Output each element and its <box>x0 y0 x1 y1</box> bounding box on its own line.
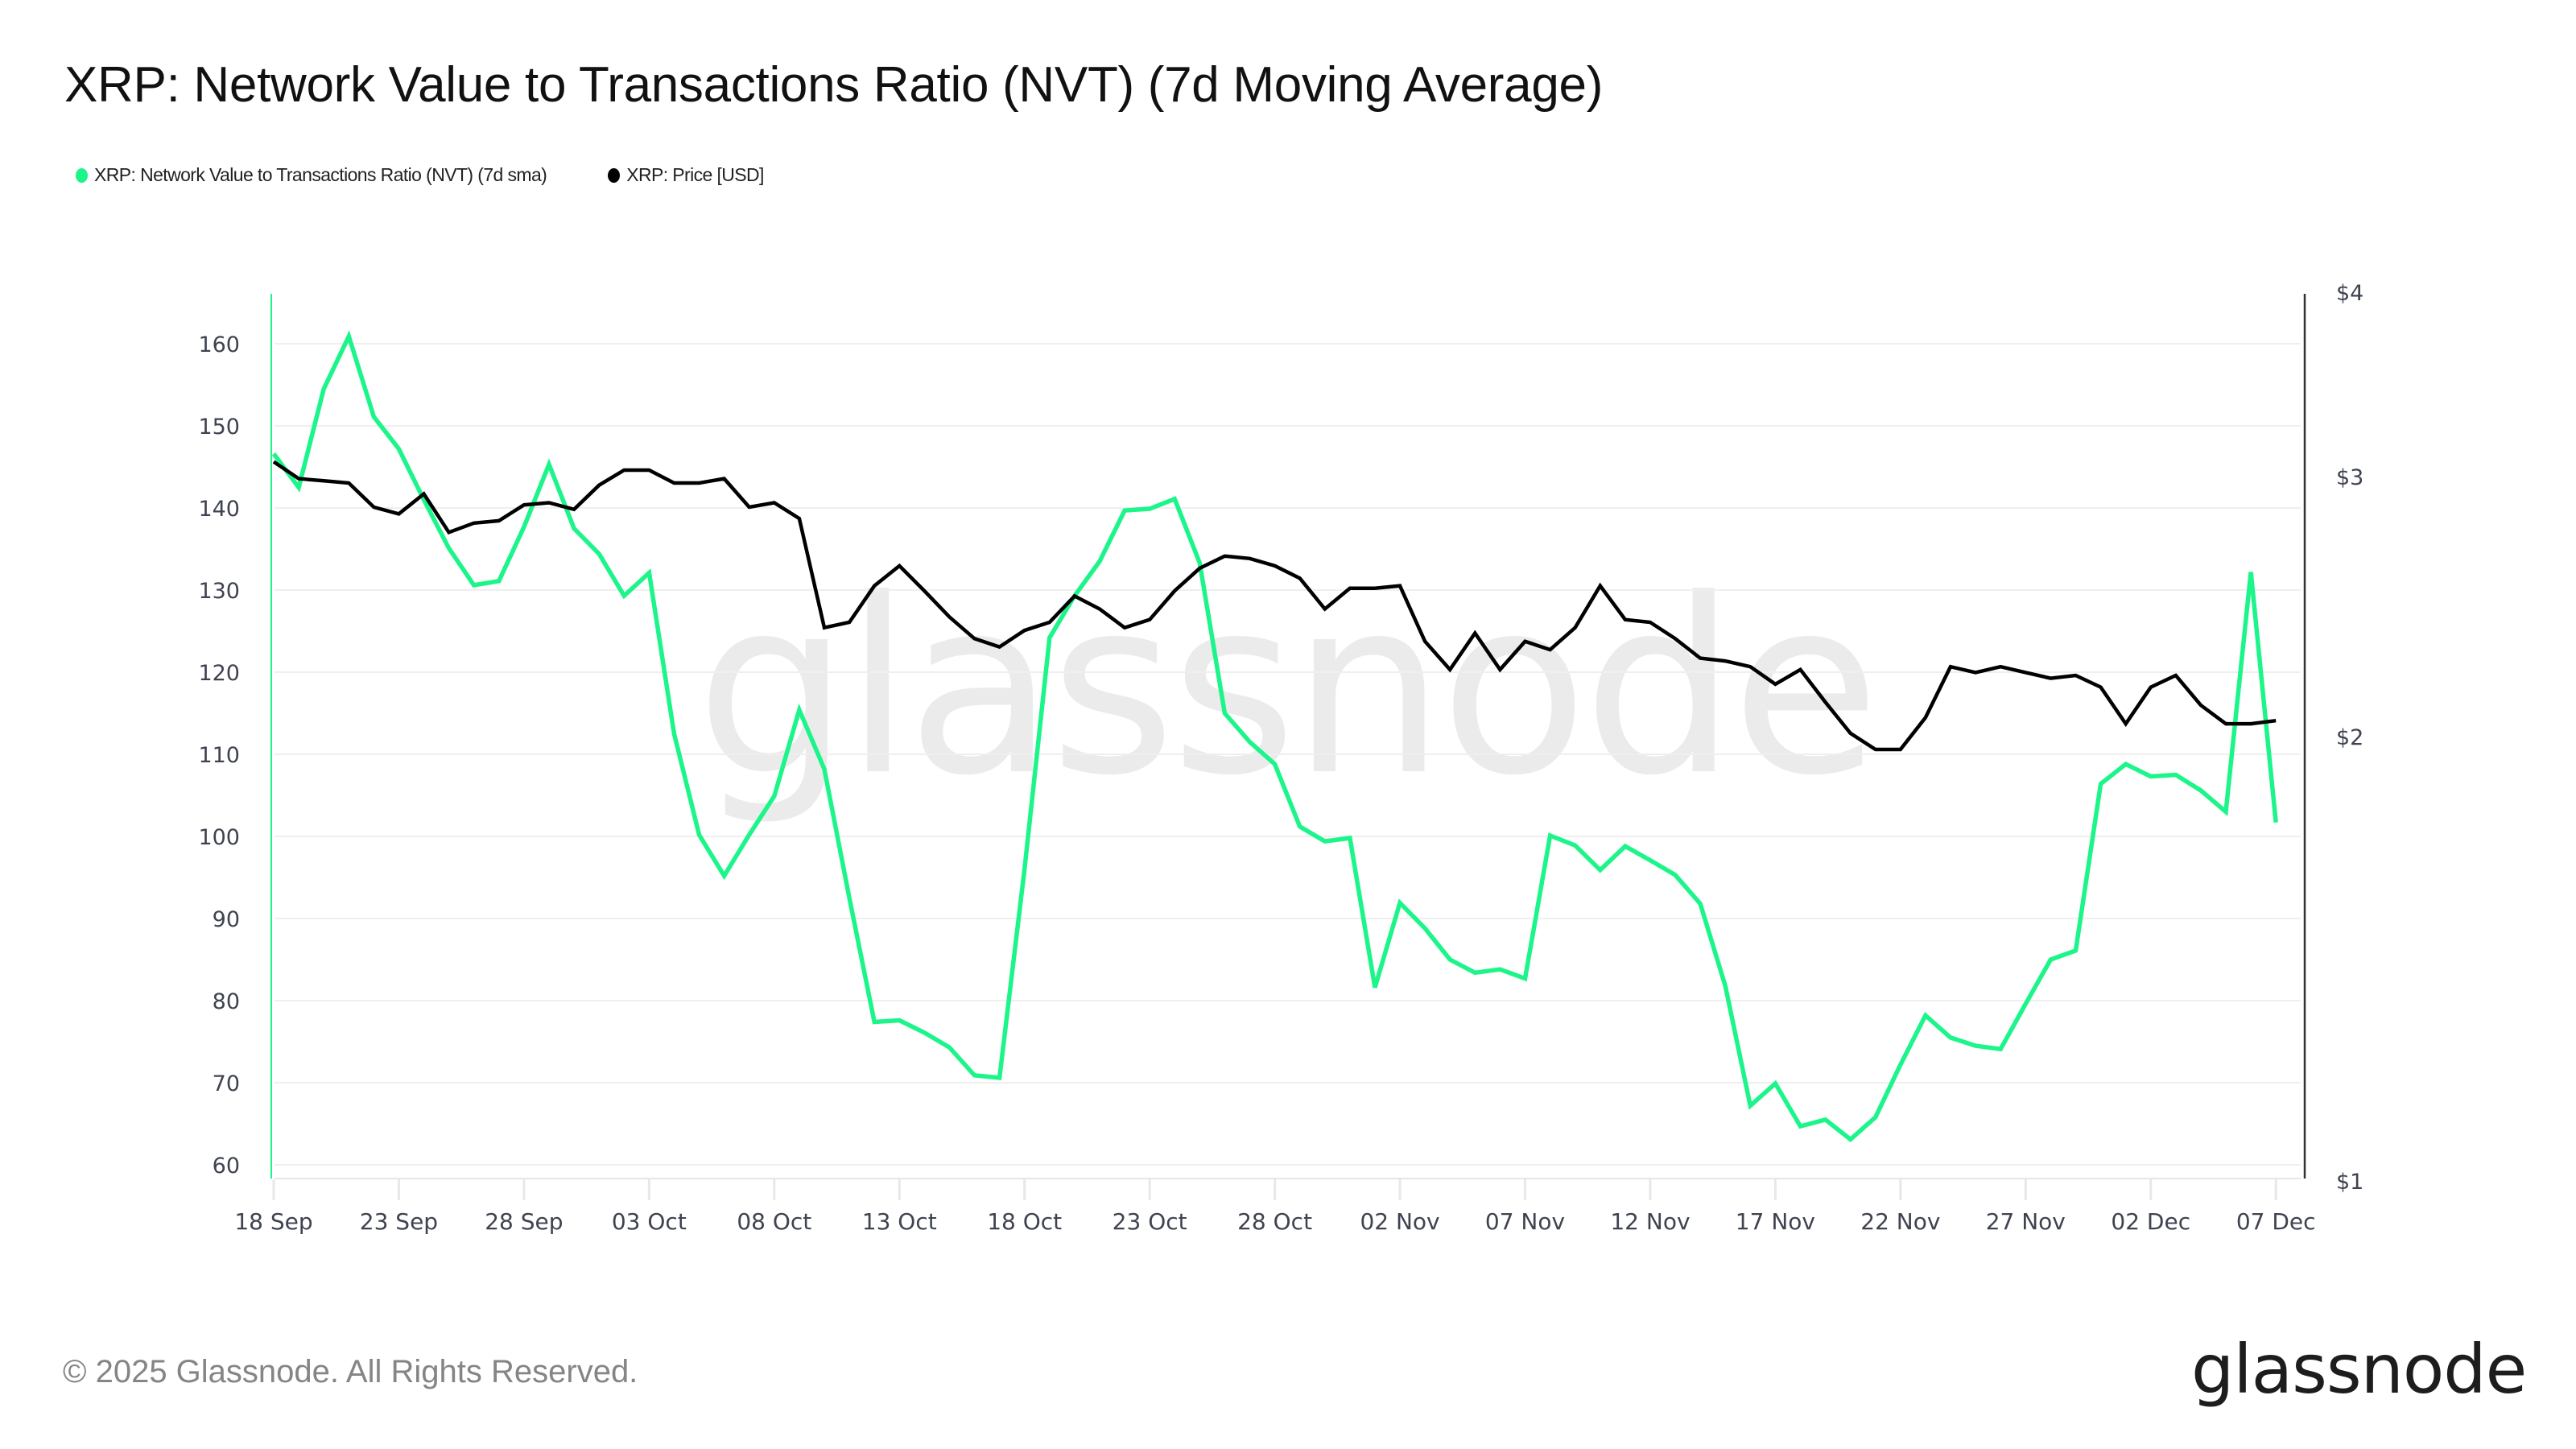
y-tick-label: 160 <box>198 332 240 357</box>
grid-lines <box>275 343 2301 1166</box>
y-axis-left: 60 70 80 90 100 110 120 130 140 150 160 <box>198 332 240 1179</box>
legend-item-price[interactable]: XRP: Price [USD] <box>608 164 764 186</box>
chart-title: XRP: Network Value to Transactions Ratio… <box>64 57 1604 113</box>
svg-text:glassnode: glassnode <box>696 547 1876 828</box>
x-tick-label: 08 Oct <box>737 1208 811 1235</box>
y-tick-label: 130 <box>198 579 240 604</box>
x-tick-label: 12 Nov <box>1610 1208 1690 1235</box>
x-tick-label: 23 Oct <box>1113 1208 1187 1235</box>
y2-tick-label: $3 <box>2336 465 2363 490</box>
y-tick-label: 140 <box>198 497 240 522</box>
x-tick-label: 23 Sep <box>360 1208 438 1235</box>
x-tick-label: 13 Oct <box>862 1208 937 1235</box>
y-tick-label: 110 <box>198 743 240 768</box>
x-tick-label: 28 Sep <box>485 1208 563 1235</box>
copyright-text: © 2025 Glassnode. All Rights Reserved. <box>63 1354 638 1389</box>
legend-label-price: XRP: Price [USD] <box>626 164 764 185</box>
x-tick-label: 03 Oct <box>612 1208 687 1235</box>
y-tick-label: 70 <box>213 1071 240 1096</box>
x-tick-label: 27 Nov <box>1986 1208 2066 1235</box>
legend: XRP: Network Value to Transactions Ratio… <box>76 164 825 186</box>
x-tick-label: 02 Nov <box>1360 1208 1439 1235</box>
x-axis: 18 Sep 23 Sep 28 Sep 03 Oct 08 Oct 13 Oct 18 O… <box>234 1179 2316 1235</box>
x-tick-label: 18 Oct <box>987 1208 1062 1235</box>
legend-label-nvt: XRP: Network Value to Transactions Ratio… <box>94 164 547 185</box>
y2-tick-label: $1 <box>2336 1170 2363 1195</box>
x-tick-label: 07 Dec <box>2236 1208 2316 1235</box>
legend-dot-price-icon <box>608 167 621 183</box>
y-tick-label: 90 <box>213 907 240 932</box>
y-axis-right: $1 $2 $3 $4 <box>2336 281 2363 1195</box>
x-tick-label: 18 Sep <box>234 1208 312 1235</box>
y-tick-label: 60 <box>213 1154 240 1179</box>
x-tick-label: 22 Nov <box>1860 1208 1940 1235</box>
y-tick-label: 120 <box>198 661 240 686</box>
legend-item-nvt[interactable]: XRP: Network Value to Transactions Ratio… <box>76 164 547 186</box>
nvt-series-line[interactable] <box>271 330 2278 1142</box>
watermark: glassnode <box>696 547 1880 828</box>
glassnode-logo: glassnode <box>2191 1330 2527 1409</box>
price-series-line[interactable] <box>272 460 2277 752</box>
legend-dot-nvt-icon <box>76 167 88 183</box>
y2-tick-label: $2 <box>2336 725 2363 750</box>
y2-tick-label: $4 <box>2336 281 2363 306</box>
y-tick-label: 150 <box>198 415 240 440</box>
x-tick-label: 02 Dec <box>2111 1208 2190 1235</box>
x-tick-label: 07 Nov <box>1485 1208 1565 1235</box>
x-tick-label: 17 Nov <box>1736 1208 1815 1235</box>
y-tick-label: 100 <box>198 825 240 850</box>
x-tick-label: 28 Oct <box>1237 1208 1312 1235</box>
y-tick-label: 80 <box>213 989 240 1014</box>
